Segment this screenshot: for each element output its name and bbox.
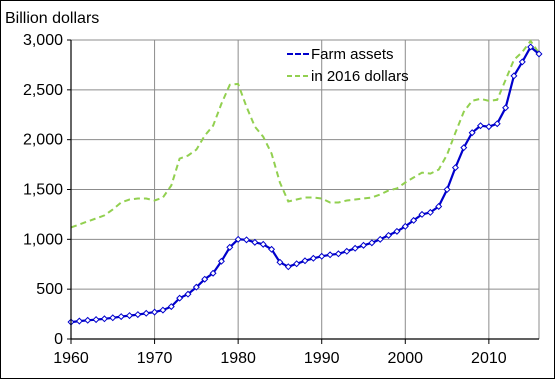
data-point	[217, 257, 225, 265]
data-point	[92, 316, 100, 324]
data-point	[209, 269, 217, 277]
data-point	[276, 258, 284, 266]
data-point	[393, 227, 401, 235]
data-point	[435, 202, 443, 210]
data-point	[410, 216, 418, 224]
data-point	[201, 275, 209, 283]
data-point	[259, 240, 267, 248]
series-line-1	[70, 45, 540, 324]
data-point	[109, 314, 117, 322]
y-tick-label: 1,000	[23, 231, 63, 248]
data-point	[309, 254, 317, 262]
data-point	[334, 250, 342, 258]
series-line-2	[70, 39, 540, 229]
data-point	[192, 283, 200, 291]
data-point	[293, 260, 301, 268]
series-layer	[68, 39, 543, 326]
legend-label-1: Farm assets	[311, 46, 394, 63]
x-tick-label: 1970	[137, 350, 173, 367]
data-point	[176, 294, 184, 302]
data-point	[318, 252, 326, 260]
data-point	[117, 313, 125, 321]
data-point	[75, 317, 83, 325]
data-point	[268, 245, 276, 253]
data-point	[451, 164, 459, 172]
y-tick-label: 1,500	[23, 182, 63, 199]
data-point	[134, 311, 142, 319]
x-tick-label: 1980	[220, 350, 256, 367]
data-point	[151, 308, 159, 316]
data-point	[368, 239, 376, 247]
data-point	[510, 72, 518, 80]
y-tick-label: 0	[54, 331, 63, 348]
data-point	[301, 257, 309, 265]
data-point	[167, 303, 175, 311]
y-tick-label: 2,000	[23, 132, 63, 149]
y-tick-label: 3,000	[23, 32, 63, 49]
data-point	[184, 290, 192, 298]
data-point	[351, 244, 359, 252]
y-axis-label: Billion dollars	[5, 10, 99, 27]
data-point	[251, 238, 259, 246]
y-tick-label: 2,500	[23, 82, 63, 99]
data-point	[226, 243, 234, 251]
axes: 0 500 1,000 1,500 2,000 2,500 3,000 1960 1970 198…	[23, 32, 539, 367]
data-point	[443, 185, 451, 194]
data-point	[326, 251, 334, 259]
legend-label-2: in 2016 dollars	[311, 68, 409, 85]
x-tick-label: 1990	[304, 350, 340, 367]
x-tick-label: 2010	[471, 350, 507, 367]
data-point	[468, 129, 476, 137]
data-point	[476, 122, 485, 130]
data-point	[359, 241, 368, 249]
data-point	[142, 309, 150, 317]
data-point	[460, 144, 468, 152]
x-tick-label: 2000	[387, 350, 423, 367]
x-tick-label: 1960	[53, 350, 89, 367]
data-point	[385, 231, 393, 239]
data-point	[343, 247, 351, 255]
data-point	[535, 50, 543, 58]
data-point	[401, 222, 409, 230]
gridlines	[70, 39, 540, 340]
data-point	[159, 306, 167, 314]
legend: Farm assets in 2016 dollars	[287, 46, 409, 85]
data-point	[518, 58, 526, 66]
data-point	[284, 263, 292, 271]
data-point	[242, 236, 251, 244]
data-point	[234, 235, 242, 243]
data-point	[502, 104, 510, 112]
data-point	[493, 120, 501, 128]
data-point	[125, 312, 134, 320]
y-tick-label: 500	[36, 281, 63, 298]
data-point	[527, 43, 535, 51]
data-point	[418, 210, 426, 218]
data-point	[376, 235, 384, 243]
data-point	[485, 123, 493, 131]
data-point	[84, 316, 92, 324]
data-point	[100, 315, 108, 323]
data-point	[426, 208, 434, 216]
